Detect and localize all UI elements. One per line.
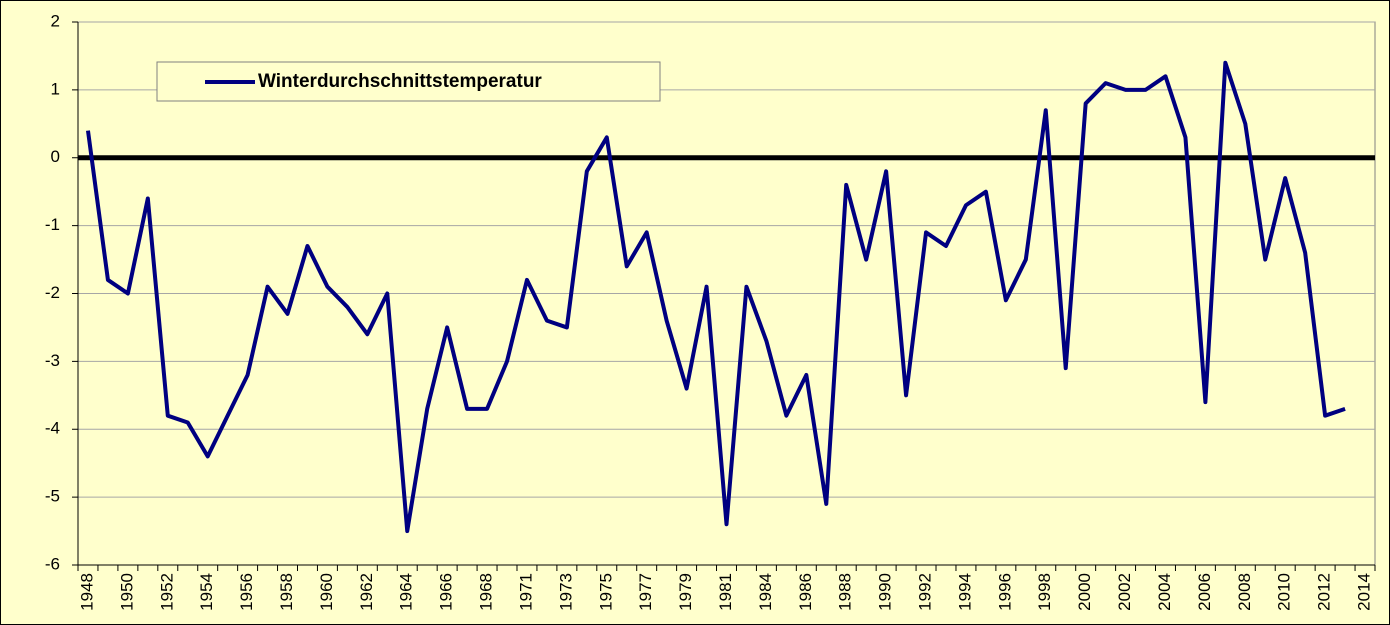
x-tick-label: 2008 <box>1235 573 1254 611</box>
x-tick-label: 1977 <box>636 573 655 611</box>
x-tick-label: 1996 <box>995 573 1014 611</box>
x-tick-label: 1968 <box>477 573 496 611</box>
x-tick-label: 1950 <box>117 573 136 611</box>
y-tick-label: -2 <box>45 283 60 302</box>
x-tick-label: 1956 <box>237 573 256 611</box>
y-tick-label: 0 <box>51 147 60 166</box>
x-tick-label: 1986 <box>796 573 815 611</box>
x-tick-label: 1988 <box>836 573 855 611</box>
y-tick-label: -5 <box>45 487 60 506</box>
y-tick-label: -6 <box>45 554 60 573</box>
x-tick-label: 2010 <box>1275 573 1294 611</box>
x-tick-label: 1998 <box>1035 573 1054 611</box>
y-tick-label: -3 <box>45 351 60 370</box>
x-tick-label: 1975 <box>596 573 615 611</box>
y-tick-label: -1 <box>45 215 60 234</box>
x-tick-label: 1979 <box>676 573 695 611</box>
y-tick-label: -4 <box>45 419 60 438</box>
x-tick-label: 1962 <box>357 573 376 611</box>
y-tick-label: 1 <box>51 79 60 98</box>
x-tick-label: 1952 <box>157 573 176 611</box>
x-tick-label: 1984 <box>756 573 775 611</box>
x-tick-label: 2014 <box>1355 573 1374 611</box>
x-tick-label: 1966 <box>437 573 456 611</box>
x-tick-label: 1948 <box>77 573 96 611</box>
x-tick-label: 1954 <box>197 573 216 611</box>
x-tick-label: 1971 <box>516 573 535 611</box>
x-tick-label: 1992 <box>916 573 935 611</box>
data-line <box>85 60 1346 534</box>
x-tick-label: 1981 <box>716 573 735 611</box>
legend-label: Winterdurchschnittstemperatur <box>258 71 542 92</box>
y-tick-label: 2 <box>51 11 60 30</box>
x-tick-label: 2006 <box>1195 573 1214 611</box>
x-tick-label: 1973 <box>556 573 575 611</box>
x-tick-label: 1958 <box>277 573 296 611</box>
x-tick-label: 1990 <box>876 573 895 611</box>
x-tick-label: 1960 <box>317 573 336 611</box>
x-tick-label: 2000 <box>1075 573 1094 611</box>
x-tick-label: 1964 <box>397 573 416 611</box>
x-tick-label: 2004 <box>1155 573 1174 611</box>
x-tick-label: 2012 <box>1315 573 1334 611</box>
x-tick-label: 2002 <box>1115 573 1134 611</box>
x-tick-label: 1994 <box>955 573 974 611</box>
